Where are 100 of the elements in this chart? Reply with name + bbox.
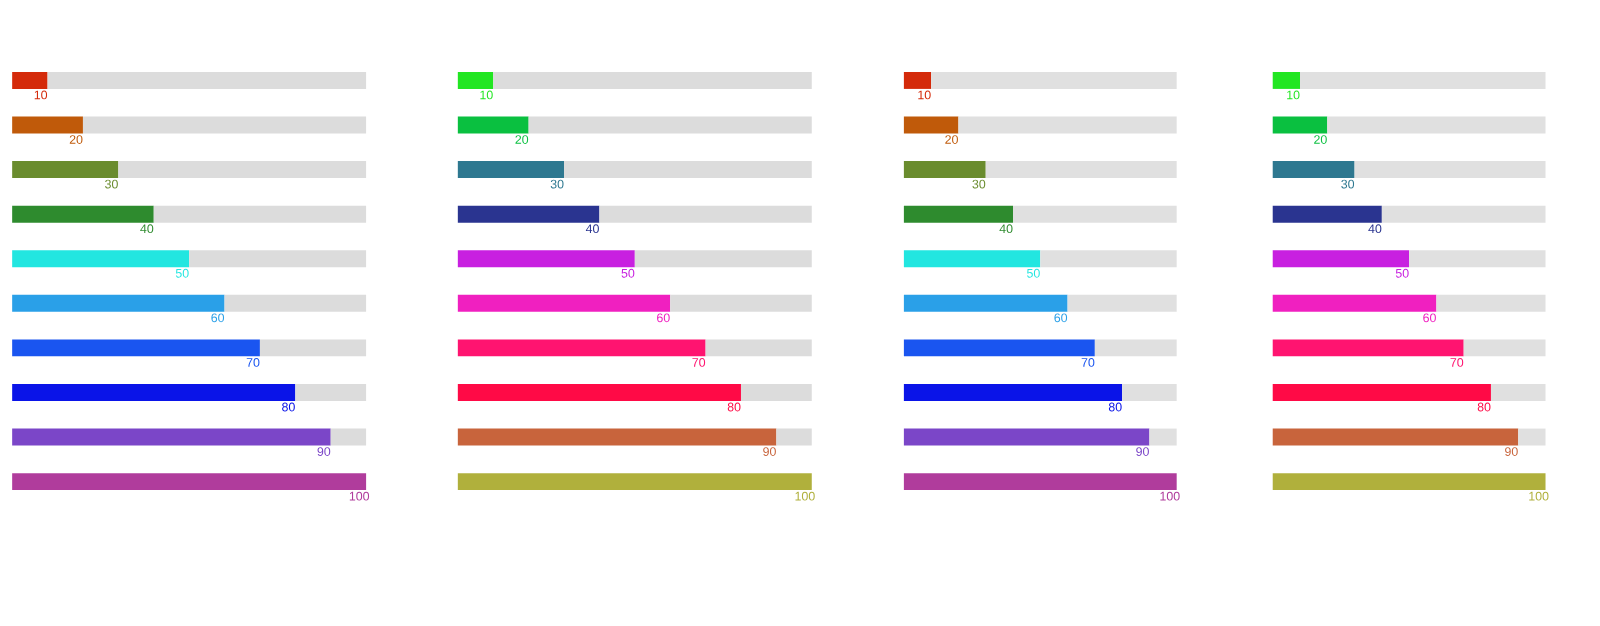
data-label: 100: [795, 491, 815, 501]
data-label: 60: [657, 313, 670, 323]
data-label: 50: [621, 268, 635, 278]
bar: [903, 71, 932, 89]
bar: [12, 428, 331, 446]
bar: [985, 161, 1177, 179]
bar: [1272, 161, 1355, 179]
data-label: 100: [1160, 491, 1180, 501]
bar: [457, 384, 741, 401]
bar: [330, 428, 367, 446]
data-label: 90: [1505, 447, 1518, 456]
data-label: 40: [1368, 224, 1382, 234]
bar: [12, 250, 190, 268]
bar: [1327, 116, 1546, 134]
data-label: 80: [727, 402, 741, 412]
bar: [295, 384, 367, 401]
bar: [12, 294, 225, 312]
bar: [1436, 294, 1546, 312]
bar: [1354, 161, 1546, 179]
data-label: 60: [1423, 313, 1436, 323]
bar: [1300, 71, 1546, 89]
bar: [903, 116, 959, 134]
bar: [670, 294, 812, 312]
bar: [903, 294, 1068, 312]
bar: [457, 71, 494, 89]
bar: [1409, 250, 1546, 268]
data-label: 10: [1287, 90, 1300, 100]
bar: [740, 384, 812, 401]
bar: [1067, 294, 1177, 312]
data-label: 30: [972, 179, 986, 189]
data-label: 80: [282, 402, 295, 412]
bar: [1381, 205, 1546, 223]
bar: [1272, 428, 1519, 446]
bar: [705, 339, 812, 357]
data-label: 30: [1341, 179, 1355, 189]
bar: [12, 116, 83, 134]
bar: [776, 428, 812, 446]
bar: [12, 473, 367, 491]
bar: [224, 294, 367, 312]
bar: [903, 161, 986, 179]
bar: [1272, 473, 1546, 491]
bar: [1094, 339, 1177, 357]
data-label: 20: [1314, 135, 1327, 144]
bar: [457, 116, 529, 134]
data-label: 90: [1136, 447, 1149, 456]
bar: [259, 339, 367, 357]
data-label: 40: [999, 224, 1013, 234]
bar: [1272, 116, 1328, 134]
bar: [457, 205, 600, 223]
data-label: 80: [1477, 402, 1491, 412]
bar: [1490, 384, 1546, 401]
bar: [903, 205, 1013, 223]
bar: [457, 161, 565, 179]
bar: [118, 161, 367, 179]
bar: [958, 116, 1177, 134]
data-label: 60: [1054, 313, 1068, 323]
bar: [189, 250, 367, 268]
data-label: 70: [1081, 358, 1095, 367]
bar: [1272, 205, 1382, 223]
bar: [493, 71, 812, 89]
data-label: 70: [692, 358, 706, 367]
bar: [1272, 250, 1410, 268]
bar: [457, 250, 635, 268]
bar: [82, 116, 367, 134]
bar: [1463, 339, 1546, 357]
bar: [12, 339, 260, 357]
data-label: 20: [515, 135, 529, 144]
bar: [47, 71, 367, 89]
data-label: 90: [317, 447, 331, 456]
bar: [564, 161, 812, 179]
data-label: 40: [140, 224, 154, 234]
bar: [457, 294, 671, 312]
bar: [153, 205, 367, 223]
bar: [903, 339, 1095, 357]
bar: [903, 473, 1177, 491]
bar: [1272, 339, 1464, 357]
data-label: 50: [175, 268, 189, 278]
bar: [1272, 294, 1437, 312]
bar: [12, 71, 48, 89]
bar: [528, 116, 812, 134]
bar: [1518, 428, 1546, 446]
bar: [599, 205, 812, 223]
bar: [457, 428, 777, 446]
bar: [903, 250, 1041, 268]
data-label: 70: [246, 358, 260, 367]
data-label: 40: [585, 224, 599, 234]
bar: [903, 384, 1123, 401]
data-label: 50: [1027, 268, 1040, 278]
bar: [931, 71, 1177, 89]
data-label: 100: [1529, 491, 1549, 501]
bar: [903, 428, 1150, 446]
bar: [12, 161, 119, 179]
data-label: 80: [1108, 402, 1122, 412]
data-label: 50: [1395, 268, 1409, 278]
bar: [457, 473, 812, 491]
data-label: 10: [918, 90, 931, 100]
bar: [1040, 250, 1177, 268]
data-label: 10: [480, 90, 493, 100]
data-label: 70: [1450, 358, 1464, 367]
data-label: 20: [69, 135, 83, 144]
